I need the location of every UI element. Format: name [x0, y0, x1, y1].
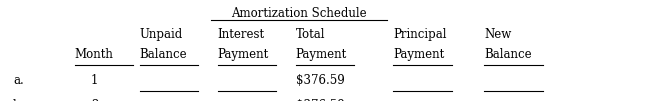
- Text: Payment: Payment: [393, 48, 445, 62]
- Text: Month: Month: [75, 48, 114, 62]
- Text: 2: 2: [91, 99, 98, 101]
- Text: a.: a.: [13, 74, 24, 87]
- Text: $376.59: $376.59: [296, 74, 344, 87]
- Text: Interest: Interest: [218, 28, 265, 41]
- Text: New: New: [484, 28, 512, 41]
- Text: Unpaid: Unpaid: [140, 28, 183, 41]
- Text: Principal: Principal: [393, 28, 447, 41]
- Text: Balance: Balance: [484, 48, 532, 62]
- Text: Amortization Schedule: Amortization Schedule: [231, 7, 367, 20]
- Text: Balance: Balance: [140, 48, 187, 62]
- Text: Total: Total: [296, 28, 325, 41]
- Text: Payment: Payment: [218, 48, 269, 62]
- Text: $376.59: $376.59: [296, 99, 344, 101]
- Text: 1: 1: [91, 74, 98, 87]
- Text: Payment: Payment: [296, 48, 347, 62]
- Text: b.: b.: [13, 99, 25, 101]
